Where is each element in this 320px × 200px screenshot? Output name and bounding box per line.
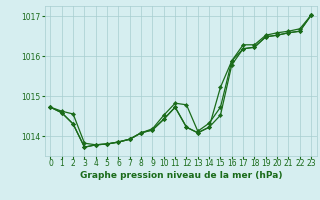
X-axis label: Graphe pression niveau de la mer (hPa): Graphe pression niveau de la mer (hPa) bbox=[80, 171, 282, 180]
